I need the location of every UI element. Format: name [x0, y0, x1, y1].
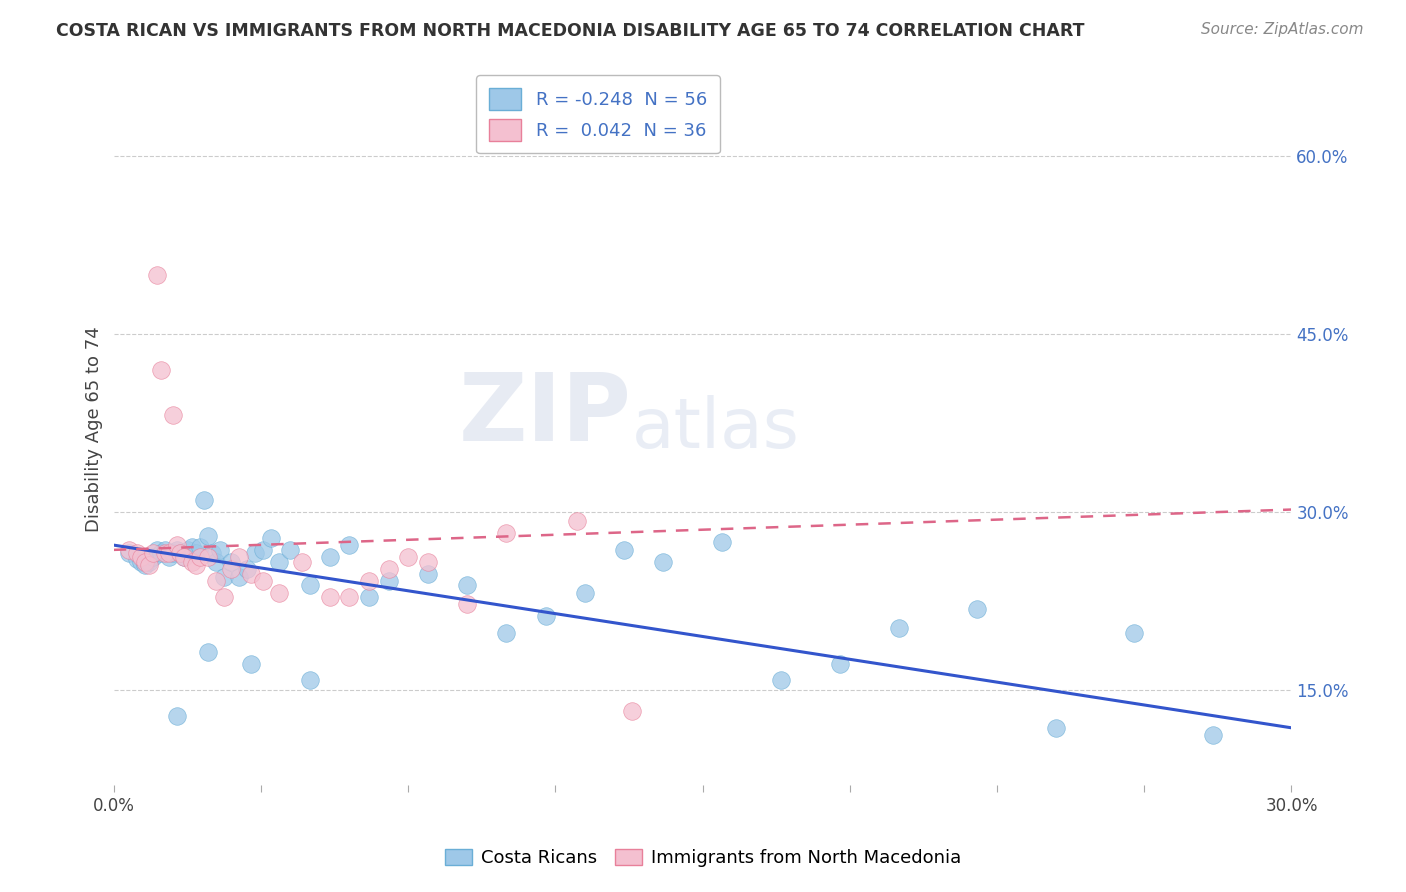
- Point: [221, 555, 243, 569]
- Point: [149, 362, 172, 376]
- Point: [177, 542, 200, 557]
- Point: [377, 574, 399, 588]
- Point: [146, 542, 169, 557]
- Point: [240, 657, 263, 671]
- Point: [252, 542, 274, 557]
- Point: [173, 549, 195, 564]
- Point: [181, 555, 204, 569]
- Point: [1045, 721, 1067, 735]
- Point: [260, 531, 283, 545]
- Point: [146, 268, 169, 282]
- Point: [169, 546, 191, 560]
- Point: [828, 657, 851, 671]
- Point: [118, 542, 141, 557]
- Point: [280, 542, 302, 557]
- Point: [134, 555, 156, 569]
- Point: [574, 585, 596, 599]
- Point: [337, 538, 360, 552]
- Point: [118, 546, 141, 560]
- Point: [201, 546, 224, 560]
- Point: [149, 546, 172, 560]
- Point: [495, 526, 517, 541]
- Point: [1202, 728, 1225, 742]
- Text: Source: ZipAtlas.com: Source: ZipAtlas.com: [1201, 22, 1364, 37]
- Point: [129, 555, 152, 569]
- Point: [1123, 626, 1146, 640]
- Point: [887, 621, 910, 635]
- Point: [138, 558, 160, 573]
- Point: [153, 542, 176, 557]
- Point: [193, 493, 215, 508]
- Point: [186, 546, 208, 560]
- Point: [212, 570, 235, 584]
- Text: atlas: atlas: [631, 395, 800, 462]
- Point: [212, 591, 235, 605]
- Point: [208, 542, 231, 557]
- Point: [204, 555, 226, 569]
- Point: [456, 578, 478, 592]
- Point: [204, 574, 226, 588]
- Point: [228, 570, 250, 584]
- Point: [252, 574, 274, 588]
- Point: [142, 546, 165, 560]
- Point: [188, 541, 211, 555]
- Text: COSTA RICAN VS IMMIGRANTS FROM NORTH MACEDONIA DISABILITY AGE 65 TO 74 CORRELATI: COSTA RICAN VS IMMIGRANTS FROM NORTH MAC…: [56, 22, 1085, 40]
- Point: [166, 542, 188, 557]
- Point: [291, 555, 314, 569]
- Point: [620, 704, 643, 718]
- Point: [652, 555, 675, 569]
- Point: [153, 546, 176, 560]
- Text: ZIP: ZIP: [458, 368, 631, 460]
- Point: [267, 585, 290, 599]
- Point: [197, 528, 219, 542]
- Point: [169, 546, 191, 560]
- Legend: Costa Ricans, Immigrants from North Macedonia: Costa Ricans, Immigrants from North Mace…: [437, 841, 969, 874]
- Point: [267, 555, 290, 569]
- Point: [613, 542, 636, 557]
- Point: [173, 549, 195, 564]
- Point: [162, 546, 184, 560]
- Point: [377, 562, 399, 576]
- Point: [236, 562, 259, 576]
- Point: [318, 591, 340, 605]
- Point: [243, 546, 266, 560]
- Point: [711, 534, 734, 549]
- Point: [495, 626, 517, 640]
- Point: [166, 538, 188, 552]
- Point: [134, 558, 156, 573]
- Y-axis label: Disability Age 65 to 74: Disability Age 65 to 74: [86, 326, 103, 532]
- Point: [129, 549, 152, 564]
- Point: [240, 566, 263, 581]
- Point: [166, 709, 188, 723]
- Point: [162, 408, 184, 422]
- Point: [221, 562, 243, 576]
- Point: [337, 591, 360, 605]
- Point: [142, 549, 165, 564]
- Point: [966, 602, 988, 616]
- Point: [770, 673, 793, 688]
- Point: [565, 515, 588, 529]
- Point: [357, 591, 380, 605]
- Point: [416, 555, 439, 569]
- Legend: R = -0.248  N = 56, R =  0.042  N = 36: R = -0.248 N = 56, R = 0.042 N = 36: [477, 75, 720, 153]
- Point: [197, 549, 219, 564]
- Point: [127, 552, 149, 566]
- Point: [186, 558, 208, 573]
- Point: [181, 541, 204, 555]
- Point: [188, 549, 211, 564]
- Point: [534, 609, 557, 624]
- Point: [357, 574, 380, 588]
- Point: [157, 549, 180, 564]
- Point: [456, 598, 478, 612]
- Point: [298, 578, 321, 592]
- Point: [197, 645, 219, 659]
- Point: [298, 673, 321, 688]
- Point: [396, 549, 419, 564]
- Point: [416, 566, 439, 581]
- Point: [228, 549, 250, 564]
- Point: [318, 549, 340, 564]
- Point: [157, 546, 180, 560]
- Point: [138, 555, 160, 569]
- Point: [127, 546, 149, 560]
